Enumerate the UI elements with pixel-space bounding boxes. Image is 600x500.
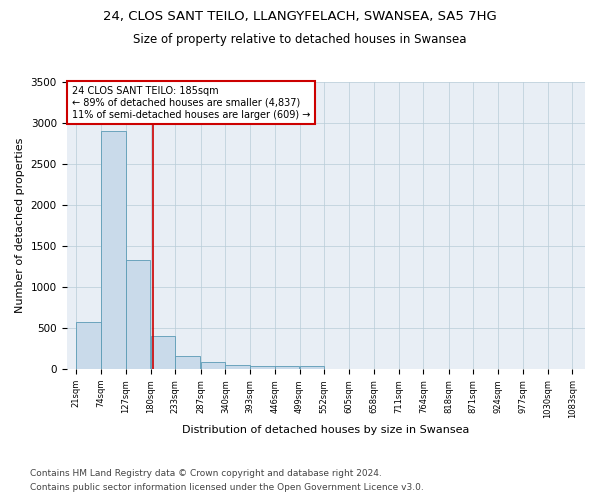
Bar (250, 366, 275, 369)
Bar (275, 366, 299, 369)
X-axis label: Distribution of detached houses by size in Swansea: Distribution of detached houses by size … (182, 425, 469, 435)
Bar (126, 260, 151, 369)
Y-axis label: Number of detached properties: Number of detached properties (15, 138, 25, 314)
Bar (101, 131, 126, 369)
Bar (200, 362, 225, 369)
Text: Size of property relative to detached houses in Swansea: Size of property relative to detached ho… (133, 32, 467, 46)
Text: 24 CLOS SANT TEILO: 185sqm
← 89% of detached houses are smaller (4,837)
11% of s: 24 CLOS SANT TEILO: 185sqm ← 89% of deta… (72, 86, 310, 120)
Text: Contains HM Land Registry data © Crown copyright and database right 2024.: Contains HM Land Registry data © Crown c… (30, 468, 382, 477)
Text: Contains public sector information licensed under the Open Government Licence v3: Contains public sector information licen… (30, 484, 424, 492)
Bar (226, 364, 250, 369)
Bar (175, 356, 200, 369)
Bar (300, 366, 324, 369)
Bar (151, 336, 175, 369)
Text: 24, CLOS SANT TEILO, LLANGYFELACH, SWANSEA, SA5 7HG: 24, CLOS SANT TEILO, LLANGYFELACH, SWANS… (103, 10, 497, 23)
Bar (76, 322, 101, 369)
